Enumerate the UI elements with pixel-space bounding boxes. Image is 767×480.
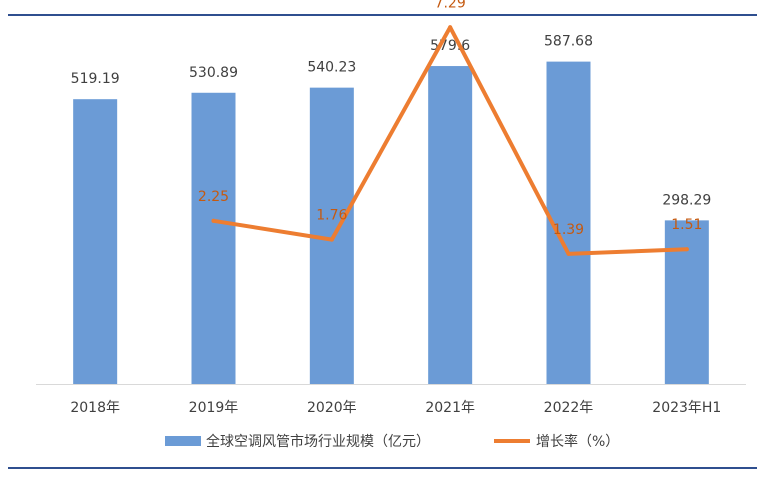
x-tick-label-3: 2021年 bbox=[425, 400, 475, 416]
growth-rate-label-2: 1.76 bbox=[316, 208, 347, 224]
growth-rate-point-3 bbox=[448, 25, 453, 30]
x-tick-label-0: 2018年 bbox=[70, 400, 120, 416]
legend-bar-label: 全球空调风管市场行业规模（亿元） bbox=[206, 433, 430, 450]
legend-bar-swatch bbox=[165, 436, 201, 446]
growth-rate-point-2 bbox=[329, 237, 334, 242]
bar-value-label-4: 587.68 bbox=[544, 34, 593, 50]
bar-value-label-1: 530.89 bbox=[189, 65, 238, 81]
growth-rate-label-4: 1.39 bbox=[553, 222, 584, 238]
bar-1 bbox=[191, 92, 236, 384]
growth-rate-label-1: 2.25 bbox=[198, 189, 229, 205]
bar-3 bbox=[428, 66, 473, 384]
bar-5 bbox=[664, 220, 709, 384]
growth-rate-point-4 bbox=[566, 251, 571, 256]
bar-value-label-2: 540.23 bbox=[307, 60, 356, 76]
growth-rate-point-5 bbox=[684, 247, 689, 252]
x-tick-label-2: 2020年 bbox=[307, 400, 357, 416]
x-tick-label-1: 2019年 bbox=[189, 400, 239, 416]
growth-rate-label-5: 1.51 bbox=[671, 217, 702, 233]
growth-rate-label-3: 7.29 bbox=[435, 0, 466, 11]
bar-value-label-0: 519.19 bbox=[71, 71, 120, 87]
legend-line-label: 增长率（%） bbox=[536, 433, 619, 450]
x-tick-label-5: 2023年H1 bbox=[652, 400, 721, 416]
x-tick-label-4: 2022年 bbox=[544, 400, 594, 416]
bar-value-label-5: 298.29 bbox=[662, 192, 711, 208]
bar-0 bbox=[73, 99, 118, 385]
growth-rate-point-1 bbox=[211, 218, 216, 223]
